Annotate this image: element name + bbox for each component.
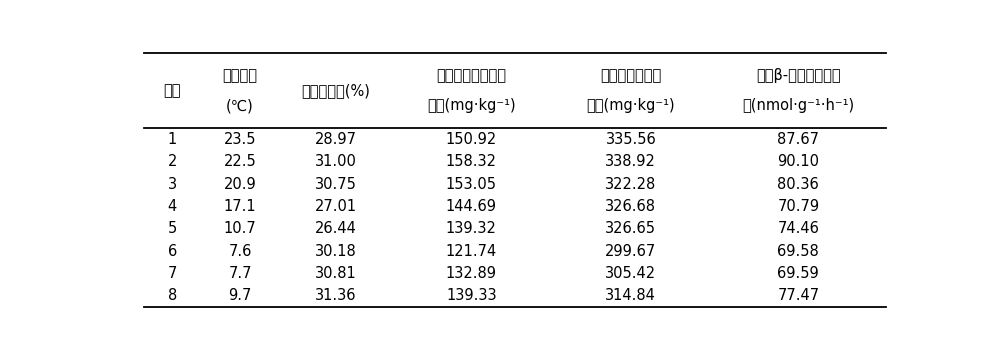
Text: 30.75: 30.75 [315, 177, 357, 192]
Text: 6: 6 [168, 244, 177, 258]
Text: 305.42: 305.42 [605, 266, 656, 281]
Text: 7.6: 7.6 [228, 244, 252, 258]
Text: 20.9: 20.9 [224, 177, 256, 192]
Text: 10.7: 10.7 [224, 221, 256, 236]
Text: 80.36: 80.36 [777, 177, 819, 192]
Text: 139.33: 139.33 [446, 288, 497, 303]
Text: 4: 4 [168, 199, 177, 214]
Text: 87.67: 87.67 [777, 132, 819, 147]
Text: 74.46: 74.46 [777, 221, 819, 236]
Text: 139.32: 139.32 [446, 221, 497, 236]
Text: (℃): (℃) [226, 98, 254, 113]
Text: 2: 2 [168, 154, 177, 169]
Text: 31.36: 31.36 [315, 288, 357, 303]
Text: 335.56: 335.56 [605, 132, 656, 147]
Text: 17.1: 17.1 [224, 199, 256, 214]
Text: 69.58: 69.58 [777, 244, 819, 258]
Text: 7: 7 [168, 266, 177, 281]
Text: 土壤β-葡萄糖苷酶活: 土壤β-葡萄糖苷酶活 [756, 68, 841, 83]
Text: 314.84: 314.84 [605, 288, 656, 303]
Text: 326.68: 326.68 [605, 199, 656, 214]
Text: 70.79: 70.79 [777, 199, 819, 214]
Text: 22.5: 22.5 [224, 154, 256, 169]
Text: 338.92: 338.92 [605, 154, 656, 169]
Text: 9.7: 9.7 [228, 288, 252, 303]
Text: 5: 5 [168, 221, 177, 236]
Text: 3: 3 [168, 177, 177, 192]
Text: 30.81: 30.81 [315, 266, 357, 281]
Text: 1: 1 [168, 132, 177, 147]
Text: 90.10: 90.10 [777, 154, 819, 169]
Text: 144.69: 144.69 [446, 199, 497, 214]
Text: 132.89: 132.89 [446, 266, 497, 281]
Text: 28.97: 28.97 [315, 132, 357, 147]
Text: 土壤水溶性有机碳: 土壤水溶性有机碳 [436, 68, 506, 83]
Text: 8: 8 [168, 288, 177, 303]
Text: 121.74: 121.74 [446, 244, 497, 258]
Text: 31.00: 31.00 [315, 154, 357, 169]
Text: 322.28: 322.28 [605, 177, 656, 192]
Text: 77.47: 77.47 [777, 288, 819, 303]
Text: 含量(mg·kg⁻¹): 含量(mg·kg⁻¹) [587, 98, 675, 113]
Text: 27.01: 27.01 [315, 199, 357, 214]
Text: 土壤含水量(%): 土壤含水量(%) [301, 83, 370, 98]
Text: 性(nmol·g⁻¹·h⁻¹): 性(nmol·g⁻¹·h⁻¹) [742, 98, 854, 113]
Text: 30.18: 30.18 [315, 244, 357, 258]
Text: 土壤温度: 土壤温度 [223, 68, 258, 83]
Text: 7.7: 7.7 [228, 266, 252, 281]
Text: 299.67: 299.67 [605, 244, 656, 258]
Text: 26.44: 26.44 [315, 221, 357, 236]
Text: 编号: 编号 [164, 83, 181, 98]
Text: 326.65: 326.65 [605, 221, 656, 236]
Text: 69.59: 69.59 [777, 266, 819, 281]
Text: 土壤微生物量碳: 土壤微生物量碳 [600, 68, 661, 83]
Text: 158.32: 158.32 [446, 154, 497, 169]
Text: 23.5: 23.5 [224, 132, 256, 147]
Text: 153.05: 153.05 [446, 177, 497, 192]
Text: 150.92: 150.92 [446, 132, 497, 147]
Text: 含量(mg·kg⁻¹): 含量(mg·kg⁻¹) [427, 98, 516, 113]
